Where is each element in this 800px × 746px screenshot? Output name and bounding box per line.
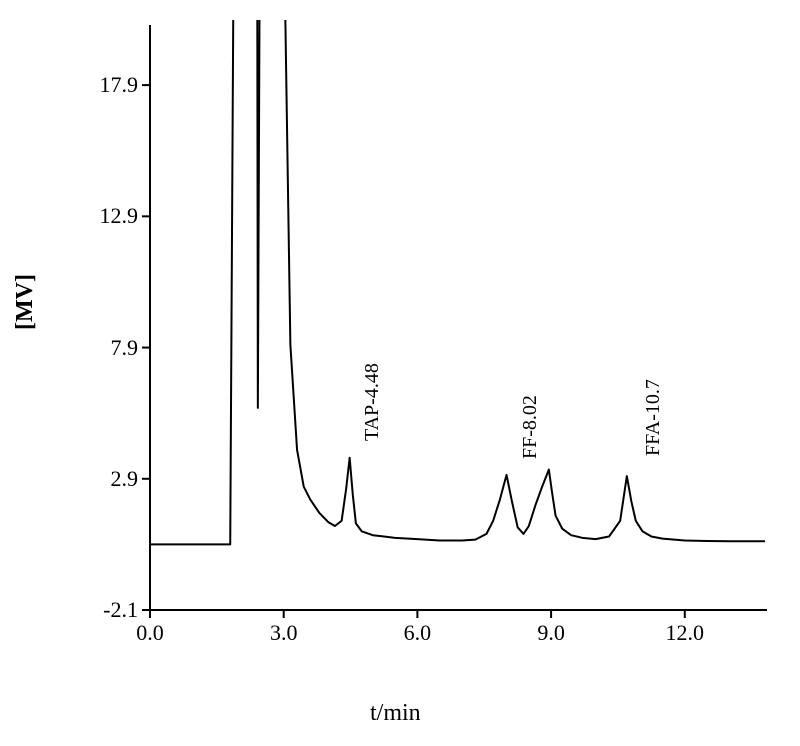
y-tick-label: 2.9 [0,466,138,492]
x-tick-label: 12.0 [655,620,715,646]
peak-label: TAP-4.48 [361,363,384,441]
y-axis-label: [MV] [12,274,39,330]
x-tick-label: 3.0 [254,620,314,646]
y-tick-label: 12.9 [0,203,138,229]
x-axis-label: t/min [370,700,421,727]
chromatogram-figure: [MV] t/min -2.1 2.9 7.9 12.9 17.9 0.0 3.0 6.0 9… [0,0,800,746]
peak-label: FFA-10.7 [642,380,665,457]
peak-label: FF-8.02 [519,395,542,459]
x-tick-label: 6.0 [387,620,447,646]
chromatogram-plot [70,20,770,660]
y-tick-label: 17.9 [0,72,138,98]
y-tick-label: 7.9 [0,335,138,361]
x-tick-label: 0.0 [120,620,180,646]
x-tick-label: 9.0 [521,620,581,646]
y-tick-label: -2.1 [0,597,138,623]
